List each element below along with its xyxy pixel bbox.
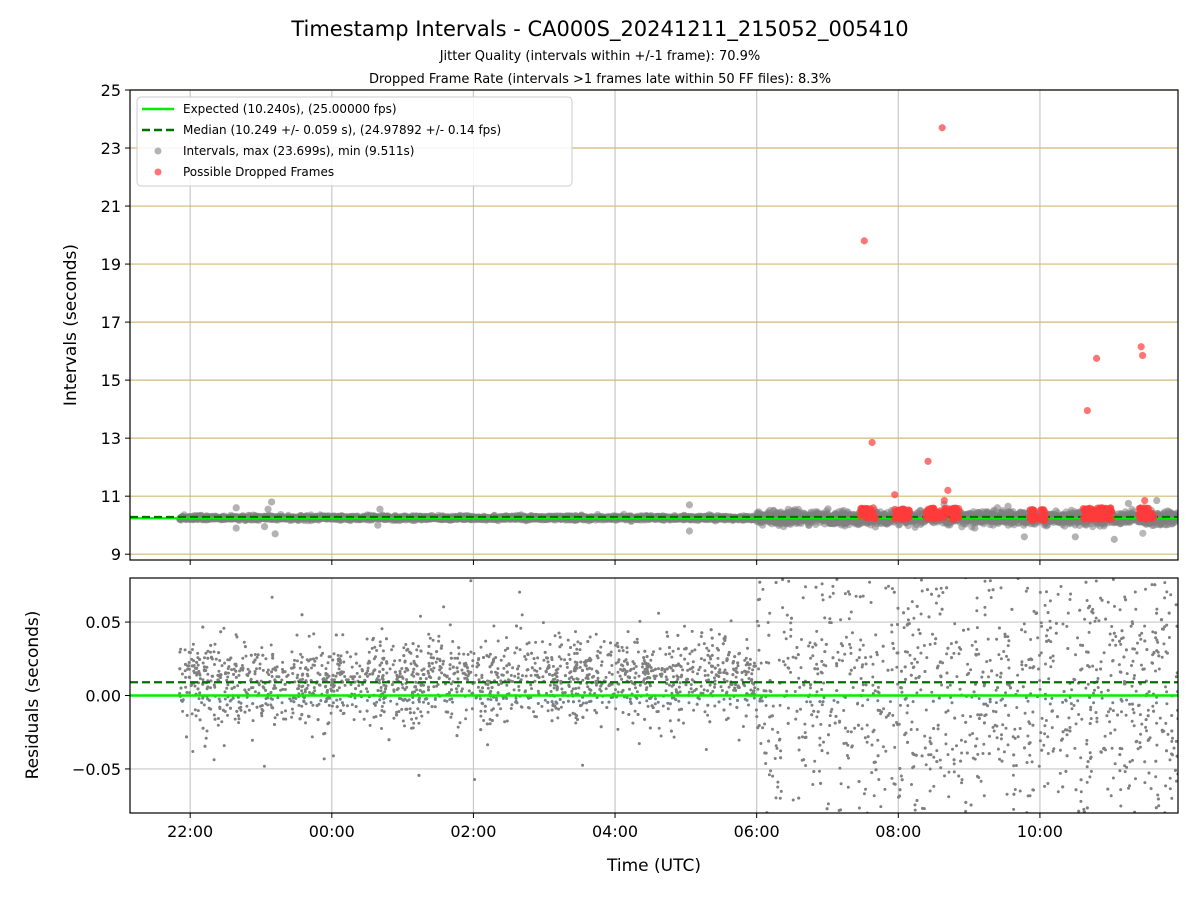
- dropped-frame-point: [859, 506, 867, 514]
- dropped-frame-outlier-point: [1141, 496, 1149, 505]
- dropped-frame-point: [1039, 506, 1048, 514]
- dropped-frame-rate-subtitle: Dropped Frame Rate (intervals >1 frames …: [369, 72, 831, 87]
- dropped-frame-point: [905, 508, 913, 516]
- jitter-quality-subtitle: Jitter Quality (intervals within +/-1 fr…: [439, 49, 761, 64]
- residual-point: [861, 643, 865, 647]
- dropped-frame-point: [940, 513, 948, 521]
- residuals-panel: −0.050.000.05 22:00 00:00 02:00 04:00 06:00 0…: [23, 577, 1179, 876]
- interval-outlier-point: [1020, 533, 1028, 541]
- intervals-y-tick-label: 17: [101, 313, 121, 332]
- interval-outlier-point: [374, 521, 382, 529]
- intervals-y-tick-label: 25: [101, 81, 121, 100]
- dropped-frame-point: [903, 514, 912, 522]
- intervals-y-ticks: 9 11 13 15 17 19 21 23 25: [101, 81, 1041, 565]
- dropped-frame-outlier-point: [891, 491, 899, 499]
- dropped-frame-point: [1089, 510, 1097, 518]
- legend-dropped-label: Possible Dropped Frames: [183, 165, 334, 179]
- dropped-frame-point: [941, 504, 949, 512]
- dropped-frame-outlier-point: [1138, 351, 1147, 360]
- interval-point: [1139, 529, 1147, 537]
- interval-outlier-point: [271, 530, 279, 538]
- chart-title: Timestamp Intervals - CA000S_20241211_21…: [290, 17, 908, 42]
- intervals-panel: 9 11 13 15 17 19 21 23 25 Intervals (seconds) Ex…: [61, 81, 1179, 565]
- interval-outlier-point: [264, 505, 272, 513]
- dropped-frame-outlier-point: [924, 457, 932, 465]
- dropped-frame-outlier-point: [1083, 406, 1091, 415]
- dropped-frame-point: [930, 505, 938, 513]
- dropped-frame-point: [1102, 510, 1111, 518]
- intervals-y-tick-label: 21: [101, 197, 121, 216]
- interval-outlier-point: [232, 524, 240, 532]
- interval-outlier-point: [376, 505, 384, 513]
- dropped-frame-point: [1141, 512, 1149, 521]
- dropped-frame-point: [897, 506, 905, 514]
- dropped-frame-point: [1029, 506, 1037, 514]
- dropped-frame-outlier-point: [1137, 343, 1145, 351]
- intervals-y-tick-label: 19: [101, 255, 121, 274]
- intervals-y-tick-label: 23: [101, 139, 121, 158]
- legend-box: [136, 96, 573, 187]
- dropped-frame-outlier-point: [938, 124, 946, 132]
- dropped-frame-point: [949, 515, 958, 523]
- dropped-frame-outlier-point: [860, 237, 868, 245]
- dropped-frame-point: [952, 504, 960, 512]
- legend-expected-label: Expected (10.240s), (25.00000 fps): [183, 102, 397, 116]
- intervals-y-tick-label: 15: [101, 371, 121, 390]
- interval-outlier-point: [232, 504, 240, 512]
- interval-outlier-point: [993, 504, 1002, 512]
- dropped-frame-outlier-point: [944, 486, 952, 494]
- interval-outlier-point: [1110, 535, 1118, 543]
- dropped-frame-outlier-point: [1092, 354, 1101, 362]
- residuals-plot-area: [130, 578, 1178, 813]
- dropped-frame-outlier-point: [940, 496, 948, 505]
- dropped-frame-point: [927, 510, 935, 519]
- legend-intervals-marker-icon: [154, 147, 162, 155]
- interval-outlier-point: [260, 523, 269, 531]
- dropped-frame-point: [1148, 515, 1156, 523]
- intervals-axes-frame: [129, 89, 1179, 561]
- intervals-y-tick-label: 13: [101, 429, 121, 448]
- dropped-frame-point: [891, 515, 899, 523]
- interval-outlier-point: [1071, 533, 1079, 541]
- legend: Expected (10.240s), (25.00000 fps) Media…: [136, 96, 573, 187]
- intervals-plot-area: [130, 124, 1178, 543]
- interval-outlier-point: [268, 498, 276, 506]
- interval-outlier-point: [1004, 502, 1012, 510]
- intervals-y-tick-label: 11: [101, 487, 121, 506]
- interval-point: [824, 505, 832, 513]
- legend-dropped-marker-icon: [154, 168, 162, 176]
- interval-outlier-point: [1124, 499, 1133, 508]
- legend-intervals-label: Intervals, max (23.699s), min (9.511s): [183, 144, 414, 158]
- intervals-y-axis-label: Intervals (seconds): [61, 244, 81, 406]
- interval-outlier-point: [971, 524, 979, 532]
- interval-outlier-point: [1153, 496, 1161, 505]
- dropped-frame-outlier-point: [868, 438, 876, 447]
- legend-median-label: Median (10.249 +/- 0.059 s), (24.97892 +…: [183, 123, 501, 137]
- dropped-frame-point: [1085, 505, 1093, 513]
- interval-outlier-point: [685, 527, 694, 535]
- dropped-frame-point: [1033, 512, 1041, 520]
- interval-outlier-point: [685, 501, 694, 509]
- intervals-y-tick-label: 9: [111, 545, 121, 564]
- dropped-frame-point: [864, 514, 873, 522]
